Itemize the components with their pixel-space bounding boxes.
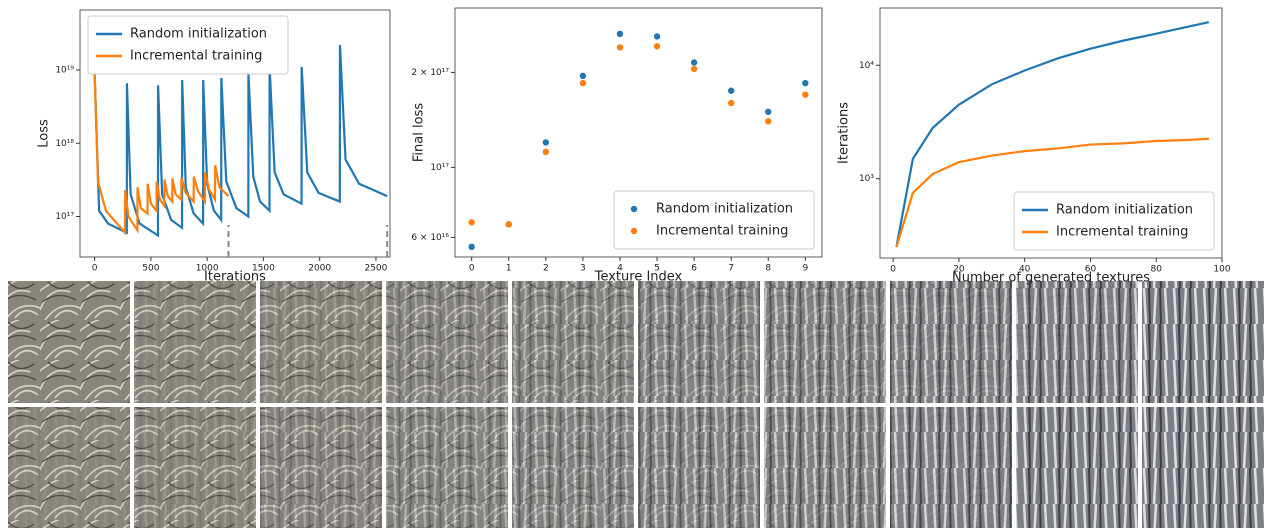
- scatter-point: [616, 30, 624, 38]
- x-tick-label: 500: [142, 264, 159, 274]
- texture-tile-overlay: [1016, 407, 1138, 528]
- texture-tile-overlay: [638, 407, 760, 528]
- scatter-point: [653, 33, 661, 40]
- y-tick-label: 2 × 10¹⁷: [411, 68, 449, 78]
- plot-frame: [879, 7, 1223, 259]
- texture-tile-overlay: [386, 407, 508, 528]
- x-tick-label: 0: [469, 264, 475, 274]
- legend-box: [613, 190, 815, 250]
- legend-label: Incremental training: [1056, 225, 1188, 240]
- series-line: [93, 44, 388, 238]
- x-tick-label: 2500: [364, 264, 387, 274]
- series-line: [895, 21, 1210, 248]
- texture-tile-overlay: [1142, 281, 1264, 403]
- x-tick-label: 100: [1213, 265, 1230, 275]
- texture-tile-overlay: [764, 281, 886, 403]
- texture-tile-overlay: [638, 281, 760, 403]
- texture-tile-overlay: [1142, 407, 1264, 528]
- series-line: [895, 137, 1209, 248]
- scatter-point: [579, 79, 587, 87]
- texture-grid: [8, 281, 1264, 528]
- scatter-point: [653, 43, 661, 50]
- x-tick-label: 20: [953, 265, 965, 275]
- x-axis-label: Texture Index: [594, 270, 683, 285]
- y-tick-label: 10¹⁸: [55, 139, 74, 149]
- texture-tile-overlay: [764, 407, 886, 528]
- x-axis-label: Iterations: [204, 270, 266, 285]
- series-line: [93, 73, 230, 236]
- texture-tile-overlay: [260, 281, 382, 403]
- y-tick-label: 10¹⁷: [55, 212, 74, 222]
- texture-tile-overlay: [512, 281, 634, 403]
- scatter-point: [727, 87, 735, 94]
- scatter-point: [802, 79, 809, 87]
- texture-tile-overlay: [1016, 281, 1138, 403]
- x-tick-label: 0: [890, 265, 896, 275]
- y-axis-label: Final loss: [412, 103, 427, 162]
- scatter-point: [505, 221, 512, 228]
- x-tick-label: 3: [580, 264, 586, 274]
- texture-tile-overlay: [134, 281, 256, 403]
- scatter-point: [765, 118, 772, 125]
- legend-marker: [630, 227, 638, 235]
- x-tick-label: 2000: [308, 264, 331, 274]
- texture-tile-overlay: [890, 281, 1012, 403]
- legend-label: Incremental training: [656, 224, 788, 239]
- scatter-point: [690, 65, 698, 73]
- legend-label: Random initialization: [1056, 203, 1193, 218]
- legend-marker: [630, 205, 638, 213]
- scatter-point: [765, 108, 772, 116]
- x-tick-label: 7: [728, 264, 734, 274]
- plot-frame: [454, 7, 823, 258]
- y-tick-label: 6 × 10¹⁶: [411, 233, 449, 243]
- texture-tile-overlay: [512, 407, 634, 528]
- scatter-point: [542, 148, 550, 156]
- scatter-point: [542, 139, 550, 146]
- scatter-point: [468, 219, 475, 226]
- x-tick-label: 4: [617, 264, 623, 274]
- legend-box: [1013, 191, 1215, 251]
- x-tick-label: 6: [691, 264, 697, 274]
- x-axis-label: Number of generated textures: [952, 271, 1150, 286]
- scatter-point: [727, 99, 735, 107]
- x-tick-label: 0: [92, 264, 98, 274]
- scatter-point: [468, 243, 475, 251]
- y-tick-label: 10¹⁷: [430, 163, 449, 173]
- texture-tile-overlay: [890, 407, 1012, 528]
- texture-tile-overlay: [134, 407, 256, 528]
- legend-label: Incremental training: [130, 49, 262, 64]
- scatter-point: [690, 59, 698, 66]
- x-tick-label: 8: [765, 264, 771, 274]
- scatter-point: [802, 91, 809, 98]
- y-tick-label: 10³: [859, 174, 874, 184]
- plot-frame: [79, 9, 391, 258]
- x-tick-label: 40: [1019, 265, 1031, 275]
- texture-tile-overlay: [386, 281, 508, 403]
- legend-box: [87, 15, 289, 75]
- x-tick-label: 1500: [252, 264, 275, 274]
- x-tick-label: 80: [1151, 265, 1163, 275]
- y-axis-label: Iterations: [837, 102, 852, 164]
- legend-label: Random initialization: [656, 202, 793, 217]
- texture-tile-overlay: [260, 407, 382, 528]
- scatter-point: [579, 72, 587, 80]
- texture-tile-overlay: [8, 407, 130, 528]
- scatter-point: [616, 44, 624, 51]
- x-tick-label: 2: [543, 264, 549, 274]
- legend-label: Random initialization: [130, 27, 267, 42]
- y-axis-label: Loss: [37, 119, 52, 148]
- texture-tile: [8, 281, 130, 403]
- x-tick-label: 9: [802, 264, 808, 274]
- y-tick-label: 10⁴: [859, 61, 874, 71]
- x-tick-label: 1000: [196, 264, 219, 274]
- x-tick-label: 5: [654, 264, 660, 274]
- y-tick-label: 10¹⁹: [55, 66, 74, 76]
- x-tick-label: 60: [1085, 265, 1097, 275]
- x-tick-label: 1: [506, 264, 512, 274]
